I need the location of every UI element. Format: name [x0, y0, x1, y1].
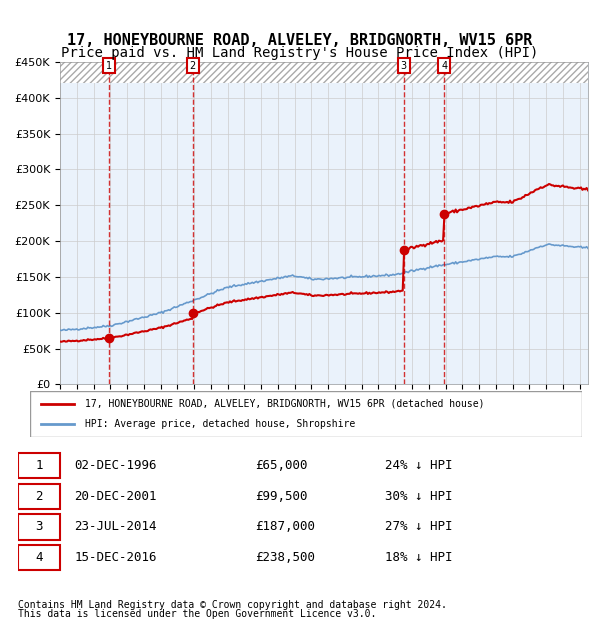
Text: £187,000: £187,000 [255, 521, 315, 533]
FancyBboxPatch shape [18, 453, 60, 478]
Text: 18% ↓ HPI: 18% ↓ HPI [385, 551, 452, 564]
FancyBboxPatch shape [18, 515, 60, 539]
Text: 30% ↓ HPI: 30% ↓ HPI [385, 490, 452, 503]
Text: 02-DEC-1996: 02-DEC-1996 [74, 459, 157, 472]
Text: 3: 3 [35, 521, 43, 533]
Text: 1: 1 [35, 459, 43, 472]
Text: 1: 1 [106, 61, 112, 71]
Text: 20-DEC-2001: 20-DEC-2001 [74, 490, 157, 503]
Text: This data is licensed under the Open Government Licence v3.0.: This data is licensed under the Open Gov… [18, 609, 376, 619]
Text: 24% ↓ HPI: 24% ↓ HPI [385, 459, 452, 472]
Text: HPI: Average price, detached house, Shropshire: HPI: Average price, detached house, Shro… [85, 419, 355, 429]
FancyBboxPatch shape [18, 484, 60, 509]
Text: 3: 3 [401, 61, 407, 71]
Text: £65,000: £65,000 [255, 459, 307, 472]
Text: 2: 2 [190, 61, 196, 71]
Text: 4: 4 [35, 551, 43, 564]
Text: 17, HONEYBOURNE ROAD, ALVELEY, BRIDGNORTH, WV15 6PR (detached house): 17, HONEYBOURNE ROAD, ALVELEY, BRIDGNORT… [85, 399, 485, 409]
Text: Contains HM Land Registry data © Crown copyright and database right 2024.: Contains HM Land Registry data © Crown c… [18, 600, 447, 609]
Bar [60, 62, 588, 84]
Text: 27% ↓ HPI: 27% ↓ HPI [385, 521, 452, 533]
Text: £99,500: £99,500 [255, 490, 307, 503]
Text: 17, HONEYBOURNE ROAD, ALVELEY, BRIDGNORTH, WV15 6PR: 17, HONEYBOURNE ROAD, ALVELEY, BRIDGNORT… [67, 33, 533, 48]
Text: 23-JUL-2014: 23-JUL-2014 [74, 521, 157, 533]
Text: 15-DEC-2016: 15-DEC-2016 [74, 551, 157, 564]
Text: Price paid vs. HM Land Registry's House Price Index (HPI): Price paid vs. HM Land Registry's House … [61, 46, 539, 60]
Text: £238,500: £238,500 [255, 551, 315, 564]
Text: 4: 4 [441, 61, 447, 71]
FancyBboxPatch shape [18, 545, 60, 570]
Text: 2: 2 [35, 490, 43, 503]
